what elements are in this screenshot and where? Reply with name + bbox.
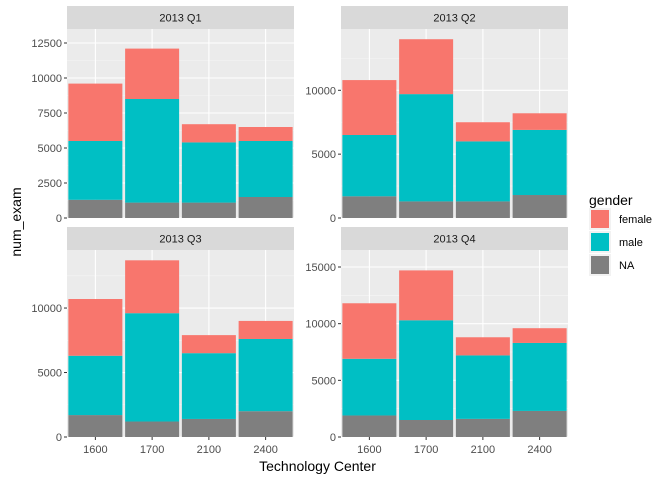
bar-segment-na <box>181 418 236 437</box>
bar-segment-na <box>68 199 123 218</box>
bar-segment-male <box>181 353 236 419</box>
bar-segment-female <box>512 113 567 130</box>
bar-segment-female <box>455 337 510 356</box>
x-tick-label: 1700 <box>140 444 164 456</box>
bar-segment-male <box>399 320 454 420</box>
legend-label: female <box>619 214 652 226</box>
bar-segment-na <box>342 415 397 437</box>
facet-strip <box>67 6 294 29</box>
bar-segment-female <box>181 335 236 354</box>
bar-segment-female <box>238 320 293 339</box>
bar-segment-male <box>342 134 397 197</box>
y-tick-label: 10000 <box>31 303 62 315</box>
facet-title: 2013 Q2 <box>433 13 475 25</box>
facet-strip <box>341 227 568 250</box>
legend-key-female <box>591 210 609 228</box>
legend-label: NA <box>619 260 635 272</box>
y-tick-label: 5000 <box>38 143 62 155</box>
bar-segment-na <box>399 201 454 218</box>
x-tick-label: 2400 <box>253 444 277 456</box>
bar-segment-na <box>512 410 567 437</box>
legend-title: gender <box>589 192 633 208</box>
bar-segment-na <box>125 421 180 437</box>
bar-segment-na <box>455 418 510 437</box>
facet-title: 2013 Q1 <box>159 13 201 25</box>
facet-strip <box>341 6 568 29</box>
bar-segment-na <box>125 202 180 218</box>
bar-segment-female <box>342 80 397 135</box>
legend-key-na <box>591 256 609 274</box>
y-tick-label: 2500 <box>38 178 62 190</box>
y-tick-label: 5000 <box>38 368 62 380</box>
bar-segment-female <box>125 48 180 99</box>
bar-segment-male <box>68 141 123 200</box>
y-axis-title: num_exam <box>8 187 24 256</box>
bar-segment-male <box>238 141 293 197</box>
legend-key-male <box>591 233 609 251</box>
y-tick-label: 10000 <box>305 319 336 331</box>
x-tick-label: 2100 <box>197 444 221 456</box>
bar-segment-male <box>455 141 510 202</box>
bar-segment-female <box>512 328 567 343</box>
bar-segment-male <box>512 129 567 196</box>
y-tick-label: 0 <box>56 213 62 225</box>
bar-segment-na <box>512 195 567 218</box>
bar-segment-na <box>399 420 454 437</box>
x-tick-label: 1700 <box>414 444 438 456</box>
facet-strip <box>67 227 294 250</box>
bar-segment-na <box>238 197 293 218</box>
y-tick-label: 5000 <box>312 375 336 387</box>
y-tick-label: 0 <box>330 213 336 225</box>
bar-segment-female <box>68 83 123 141</box>
facet-title: 2013 Q4 <box>433 234 475 246</box>
bar-segment-na <box>181 202 236 218</box>
bar-segment-male <box>125 313 180 422</box>
y-tick-label: 10000 <box>31 73 62 85</box>
bar-segment-female <box>125 260 180 314</box>
x-tick-label: 2100 <box>471 444 495 456</box>
bar-segment-na <box>68 415 123 437</box>
bar-segment-na <box>238 411 293 437</box>
x-axis-title: Technology Center <box>259 458 376 474</box>
bar-segment-female <box>181 124 236 143</box>
y-tick-label: 12500 <box>31 38 62 50</box>
bar-segment-female <box>68 299 123 356</box>
y-tick-label: 15000 <box>305 262 336 274</box>
x-tick-label: 1600 <box>357 444 381 456</box>
bar-segment-male <box>455 355 510 419</box>
y-tick-label: 10000 <box>305 85 336 97</box>
bar-segment-male <box>125 99 180 203</box>
y-tick-label: 0 <box>56 432 62 444</box>
bar-segment-male <box>512 342 567 411</box>
x-tick-label: 2400 <box>527 444 551 456</box>
y-tick-label: 0 <box>330 432 336 444</box>
bar-segment-female <box>399 39 454 95</box>
y-tick-label: 7500 <box>38 108 62 120</box>
legend-label: male <box>619 237 643 249</box>
bar-segment-na <box>455 201 510 218</box>
bar-segment-male <box>238 338 293 412</box>
bar-segment-female <box>399 270 454 321</box>
facet-title: 2013 Q3 <box>159 234 201 246</box>
bar-segment-female <box>342 303 397 359</box>
bar-segment-male <box>342 358 397 416</box>
x-tick-label: 1600 <box>83 444 107 456</box>
bar-segment-female <box>238 127 293 141</box>
bar-segment-na <box>342 196 397 218</box>
bar-segment-male <box>181 142 236 203</box>
bar-segment-male <box>68 355 123 416</box>
bar-segment-male <box>399 94 454 202</box>
bar-segment-female <box>455 122 510 142</box>
y-tick-label: 5000 <box>312 149 336 161</box>
